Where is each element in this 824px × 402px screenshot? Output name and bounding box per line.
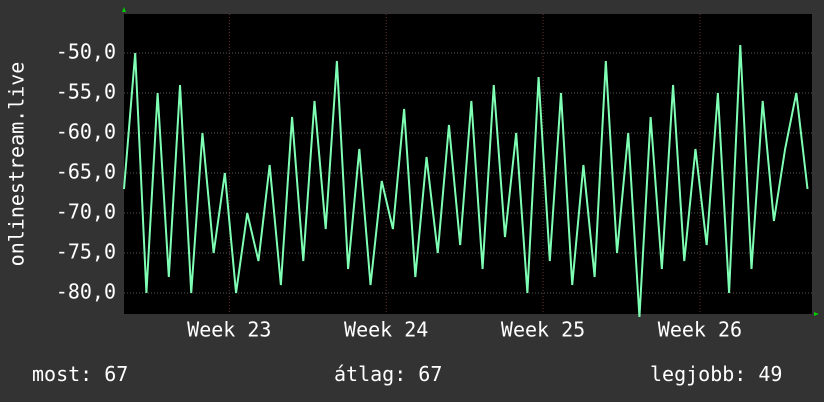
x-tick-label: Week 23: [187, 318, 271, 342]
line-series: [123, 44, 809, 318]
y-tick-label: -65,0: [56, 160, 116, 184]
legend-entry: legjobb: 49: [650, 362, 782, 386]
y-tick-label: -55,0: [56, 80, 116, 104]
legend-label: most:: [32, 362, 92, 386]
axis-arrow: [814, 312, 819, 316]
legend-value: 67: [418, 362, 442, 386]
legend-label: átlag:: [334, 362, 406, 386]
legend-value: 67: [104, 362, 128, 386]
y-tick-label: -70,0: [56, 200, 116, 224]
y-tick-label: -50,0: [56, 40, 116, 64]
legend-entry: most: 67: [32, 362, 128, 386]
y-tick-label: -75,0: [56, 240, 116, 264]
x-tick-label: Week 24: [344, 318, 428, 342]
legend-value: 49: [758, 362, 782, 386]
plot-area: [124, 14, 812, 314]
y-axis-label: onlinestream.live: [5, 62, 29, 267]
x-tick-label: Week 26: [658, 318, 742, 342]
y-tick-label: -60,0: [56, 120, 116, 144]
x-tick-label: Week 25: [501, 318, 585, 342]
axis-arrow: [122, 7, 126, 12]
legend-label: legjobb:: [650, 362, 746, 386]
y-tick-label: -80,0: [56, 280, 116, 304]
legend-entry: átlag: 67: [334, 362, 442, 386]
